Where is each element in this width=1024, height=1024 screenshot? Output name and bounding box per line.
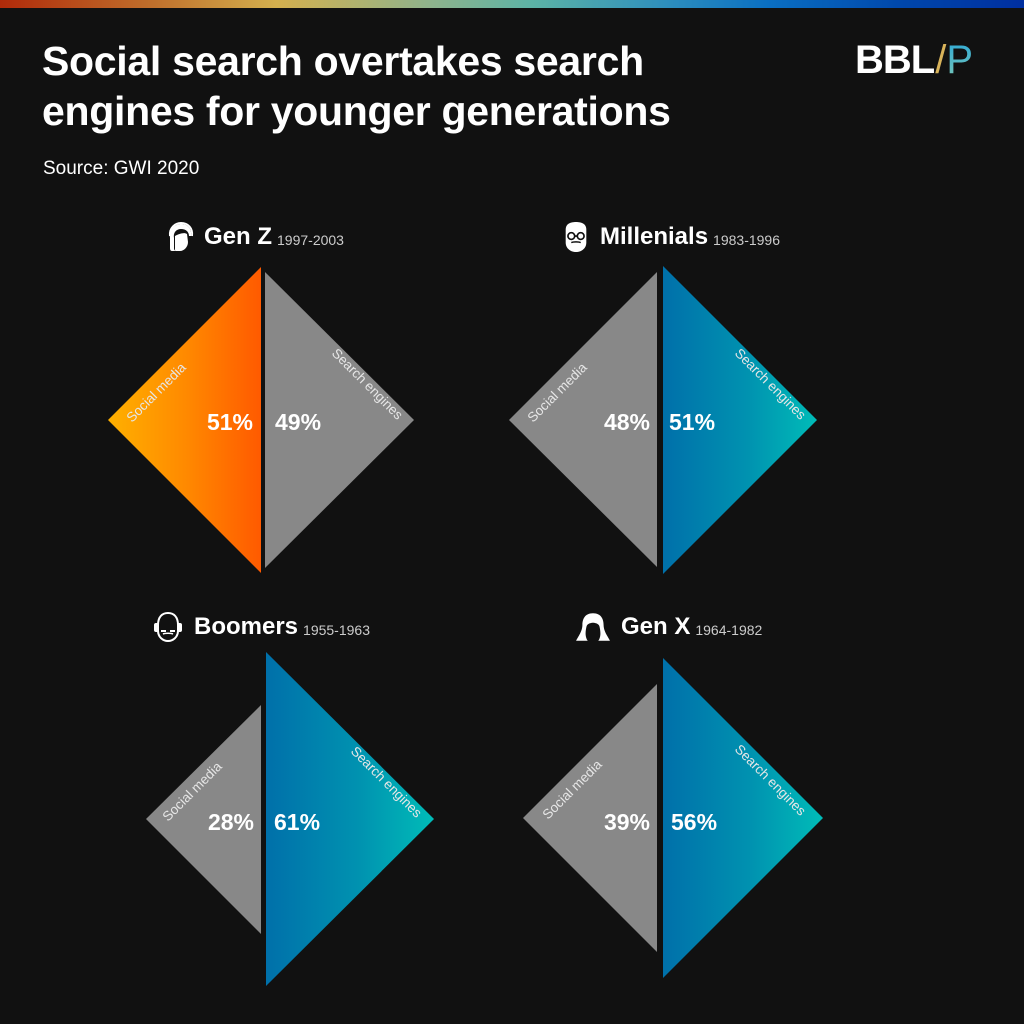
gradient-top-bar: [0, 0, 1024, 8]
gen-name: Gen X: [621, 613, 691, 640]
gen-z-social-value: 51%: [207, 409, 253, 435]
boomers-social-triangle: [146, 705, 261, 934]
gen-years: 1955-1963: [303, 622, 370, 638]
logo-slash: /: [935, 38, 946, 82]
gen-z-avatar-icon: [168, 222, 194, 251]
gen-z-search-triangle: [265, 272, 414, 568]
title-line-2: engines for younger generations: [42, 88, 671, 134]
source-caption: Source: GWI 2020: [43, 158, 200, 179]
gen-years: 1964-1982: [695, 622, 763, 638]
millenials-search-value: 51%: [669, 409, 715, 435]
millenials-social-triangle: [509, 272, 657, 567]
gen-x-search-value: 56%: [671, 809, 717, 835]
millenial-avatar-icon: [565, 222, 587, 252]
chart-title: Social search overtakes search engines f…: [42, 36, 671, 136]
gen-z-label: Gen Z 1997-2003: [166, 222, 344, 252]
gen-x-social-triangle: [523, 684, 657, 952]
millenials-label: Millenials 1983-1996: [562, 222, 780, 252]
gen-x-avatar-icon: [576, 613, 610, 641]
boomers-social-value: 28%: [208, 809, 254, 835]
logo-main: BBL: [855, 38, 935, 82]
millenials-search-triangle: [663, 266, 817, 574]
boomers-diamond: Social media Search engines 28% 61%: [146, 652, 434, 986]
gen-z-diamond: Social media Search engines 51% 49%: [108, 267, 414, 573]
gen-years: 1997-2003: [277, 232, 344, 248]
gen-x-social-value: 39%: [604, 809, 650, 835]
gen-z-search-value: 49%: [275, 409, 321, 435]
gen-z-social-triangle: [108, 267, 261, 573]
bblp-logo: BBL/P: [855, 38, 973, 83]
logo-suffix: P: [946, 38, 973, 82]
boomer-avatar-icon: [154, 611, 182, 643]
gen-name: Boomers: [194, 613, 299, 640]
millenials-social-value: 48%: [604, 409, 650, 435]
gen-x-diamond: Social media Search engines 39% 56%: [523, 658, 823, 978]
gen-name: Millenials: [600, 223, 709, 250]
gen-name: Gen Z: [204, 223, 273, 250]
gen-x-search-triangle: [663, 658, 823, 978]
gen-x-label: Gen X 1964-1982: [575, 612, 762, 642]
boomers-search-triangle: [266, 652, 434, 986]
title-line-1: Social search overtakes search: [42, 38, 644, 84]
millenials-diamond: Social media Search engines 48% 51%: [509, 266, 817, 574]
gen-years: 1983-1996: [713, 232, 780, 248]
boomers-search-value: 61%: [274, 809, 320, 835]
boomers-label: Boomers 1955-1963: [152, 611, 370, 643]
